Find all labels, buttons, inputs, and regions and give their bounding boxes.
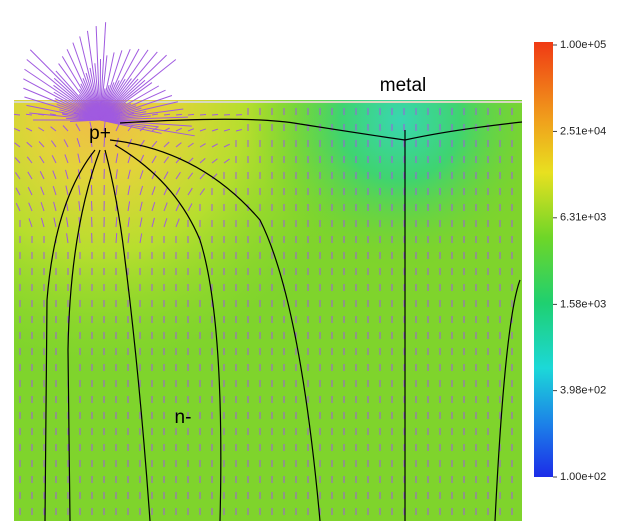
colorbar-tick-label: 6.31e+03 (560, 212, 606, 224)
field-arrow (14, 114, 20, 115)
colorbar-ticks: 1.00e+05 2.51e+04 6.31e+03 1.58e+03 3.98e+02… (553, 39, 606, 483)
colorbar (534, 42, 553, 477)
n-minus-label: n- (175, 407, 192, 428)
field-plot: metal p+ n- 1.00e+05 2.51e+04 6.31e+03 1.58… (0, 0, 630, 521)
field-arrow (188, 114, 194, 115)
colorbar-tick-label: 2.51e+04 (560, 125, 606, 137)
metal-label: metal (380, 75, 426, 96)
field-arrow (176, 114, 182, 115)
field-arrow (91, 185, 92, 195)
low-field-region (14, 100, 522, 521)
colorbar-tick-label: 1.00e+05 (560, 39, 606, 51)
colorbar-tick-label: 3.98e+02 (560, 385, 606, 397)
colorbar-tick-label: 1.58e+03 (560, 298, 606, 310)
p-plus-label: p+ (89, 123, 111, 144)
colorbar-tick-label: 1.00e+02 (560, 471, 606, 483)
